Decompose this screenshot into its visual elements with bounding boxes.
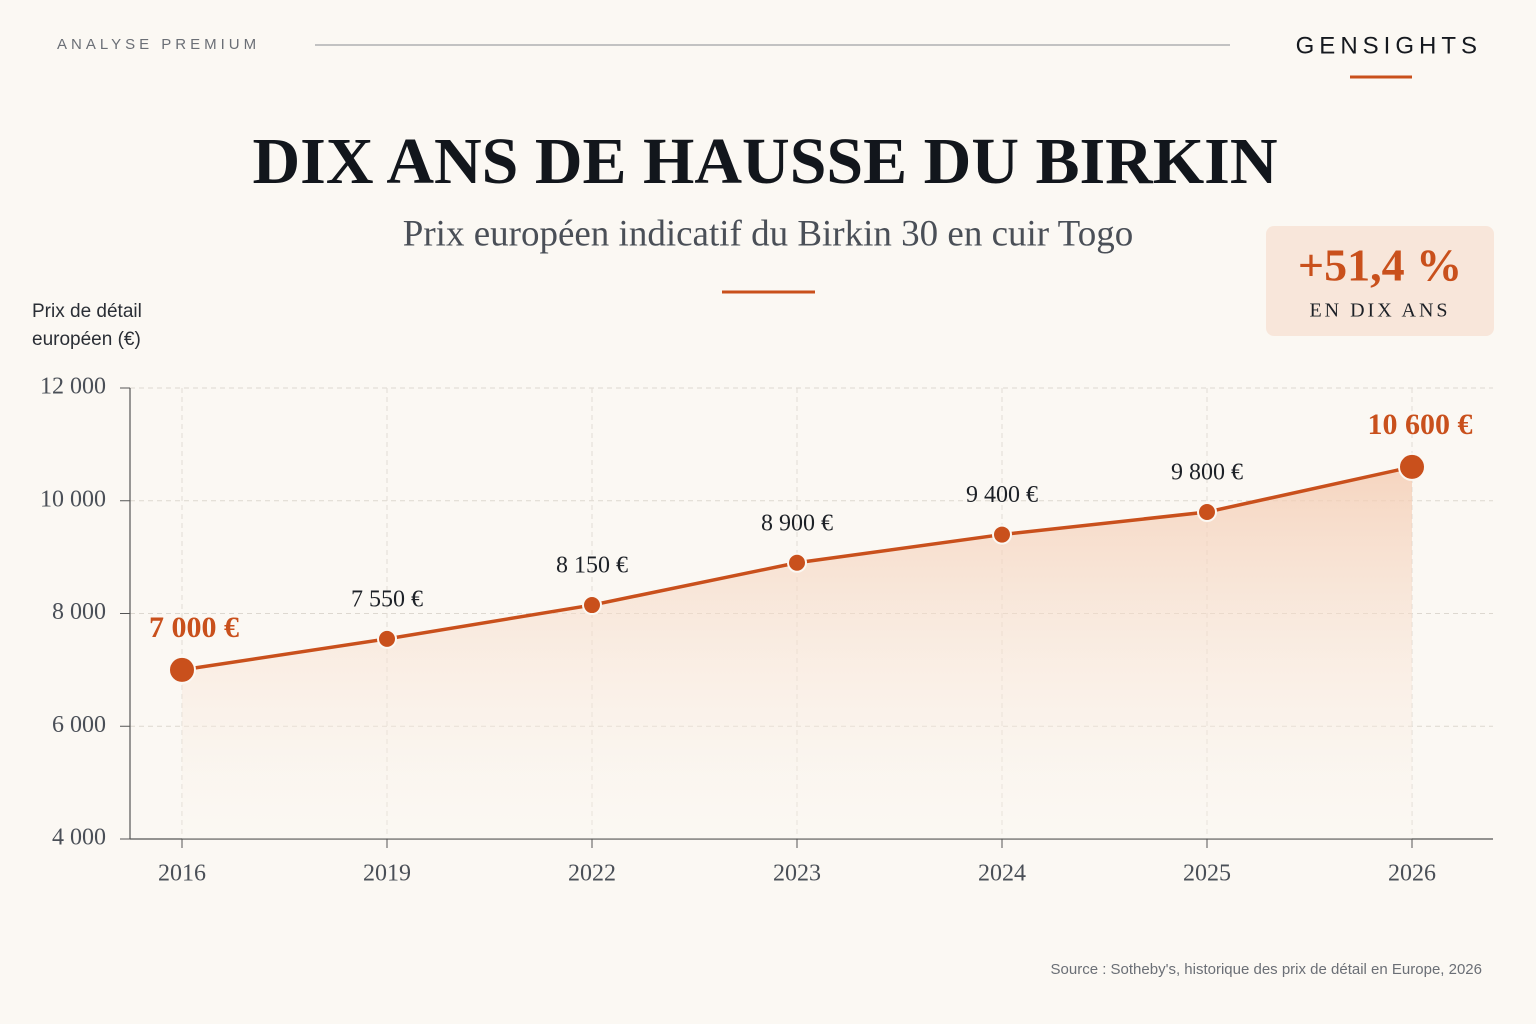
y-tick-label: 8 000: [52, 599, 106, 625]
annotation-caption: EN DIX ANS: [1309, 300, 1450, 322]
chart-title: DIX ANS DE HAUSSE DU BIRKIN: [252, 125, 1277, 198]
area-fill: [182, 466, 1412, 839]
data-point: [582, 595, 602, 616]
x-tick-label: 2024: [978, 861, 1026, 887]
x-tick-label: 2023: [773, 861, 821, 887]
data-point: [377, 628, 397, 649]
data-label: 7 000 €: [149, 611, 239, 644]
data-point: [1398, 452, 1426, 481]
y-tick-label: 4 000: [52, 825, 106, 851]
y-tick-label: 6 000: [52, 712, 106, 738]
y-axis-label: Prix de détail européen (€): [32, 301, 142, 350]
data-point: [992, 524, 1012, 545]
brand: GENSIGHTS: [1296, 32, 1482, 59]
y-tick-label: 10 000: [40, 486, 106, 512]
data-point: [787, 552, 807, 573]
data-label: 9 800 €: [1171, 460, 1243, 486]
data-label: 7 550 €: [351, 586, 423, 612]
y-tick-label: 12 000: [40, 374, 106, 400]
data-point: [1197, 502, 1217, 523]
x-tick-label: 2022: [568, 861, 616, 887]
kicker: ANALYSE PREMIUM: [57, 36, 260, 53]
data-label: 9 400 €: [966, 482, 1038, 508]
x-tick-label: 2025: [1183, 861, 1231, 887]
x-tick-label: 2019: [363, 861, 411, 887]
x-tick-label: 2026: [1388, 861, 1436, 887]
annotation-badge: [1266, 226, 1494, 336]
data-label: 8 150 €: [556, 553, 628, 579]
data-point: [168, 655, 196, 684]
chart-subtitle: Prix européen indicatif du Birkin 30 en …: [403, 213, 1133, 254]
annotation-value: +51,4 %: [1298, 240, 1462, 291]
data-label: 8 900 €: [761, 510, 833, 536]
x-tick-label: 2016: [158, 861, 206, 887]
source: Source : Sotheby's, historique des prix …: [1051, 961, 1482, 978]
data-label: 10 600 €: [1368, 408, 1473, 441]
